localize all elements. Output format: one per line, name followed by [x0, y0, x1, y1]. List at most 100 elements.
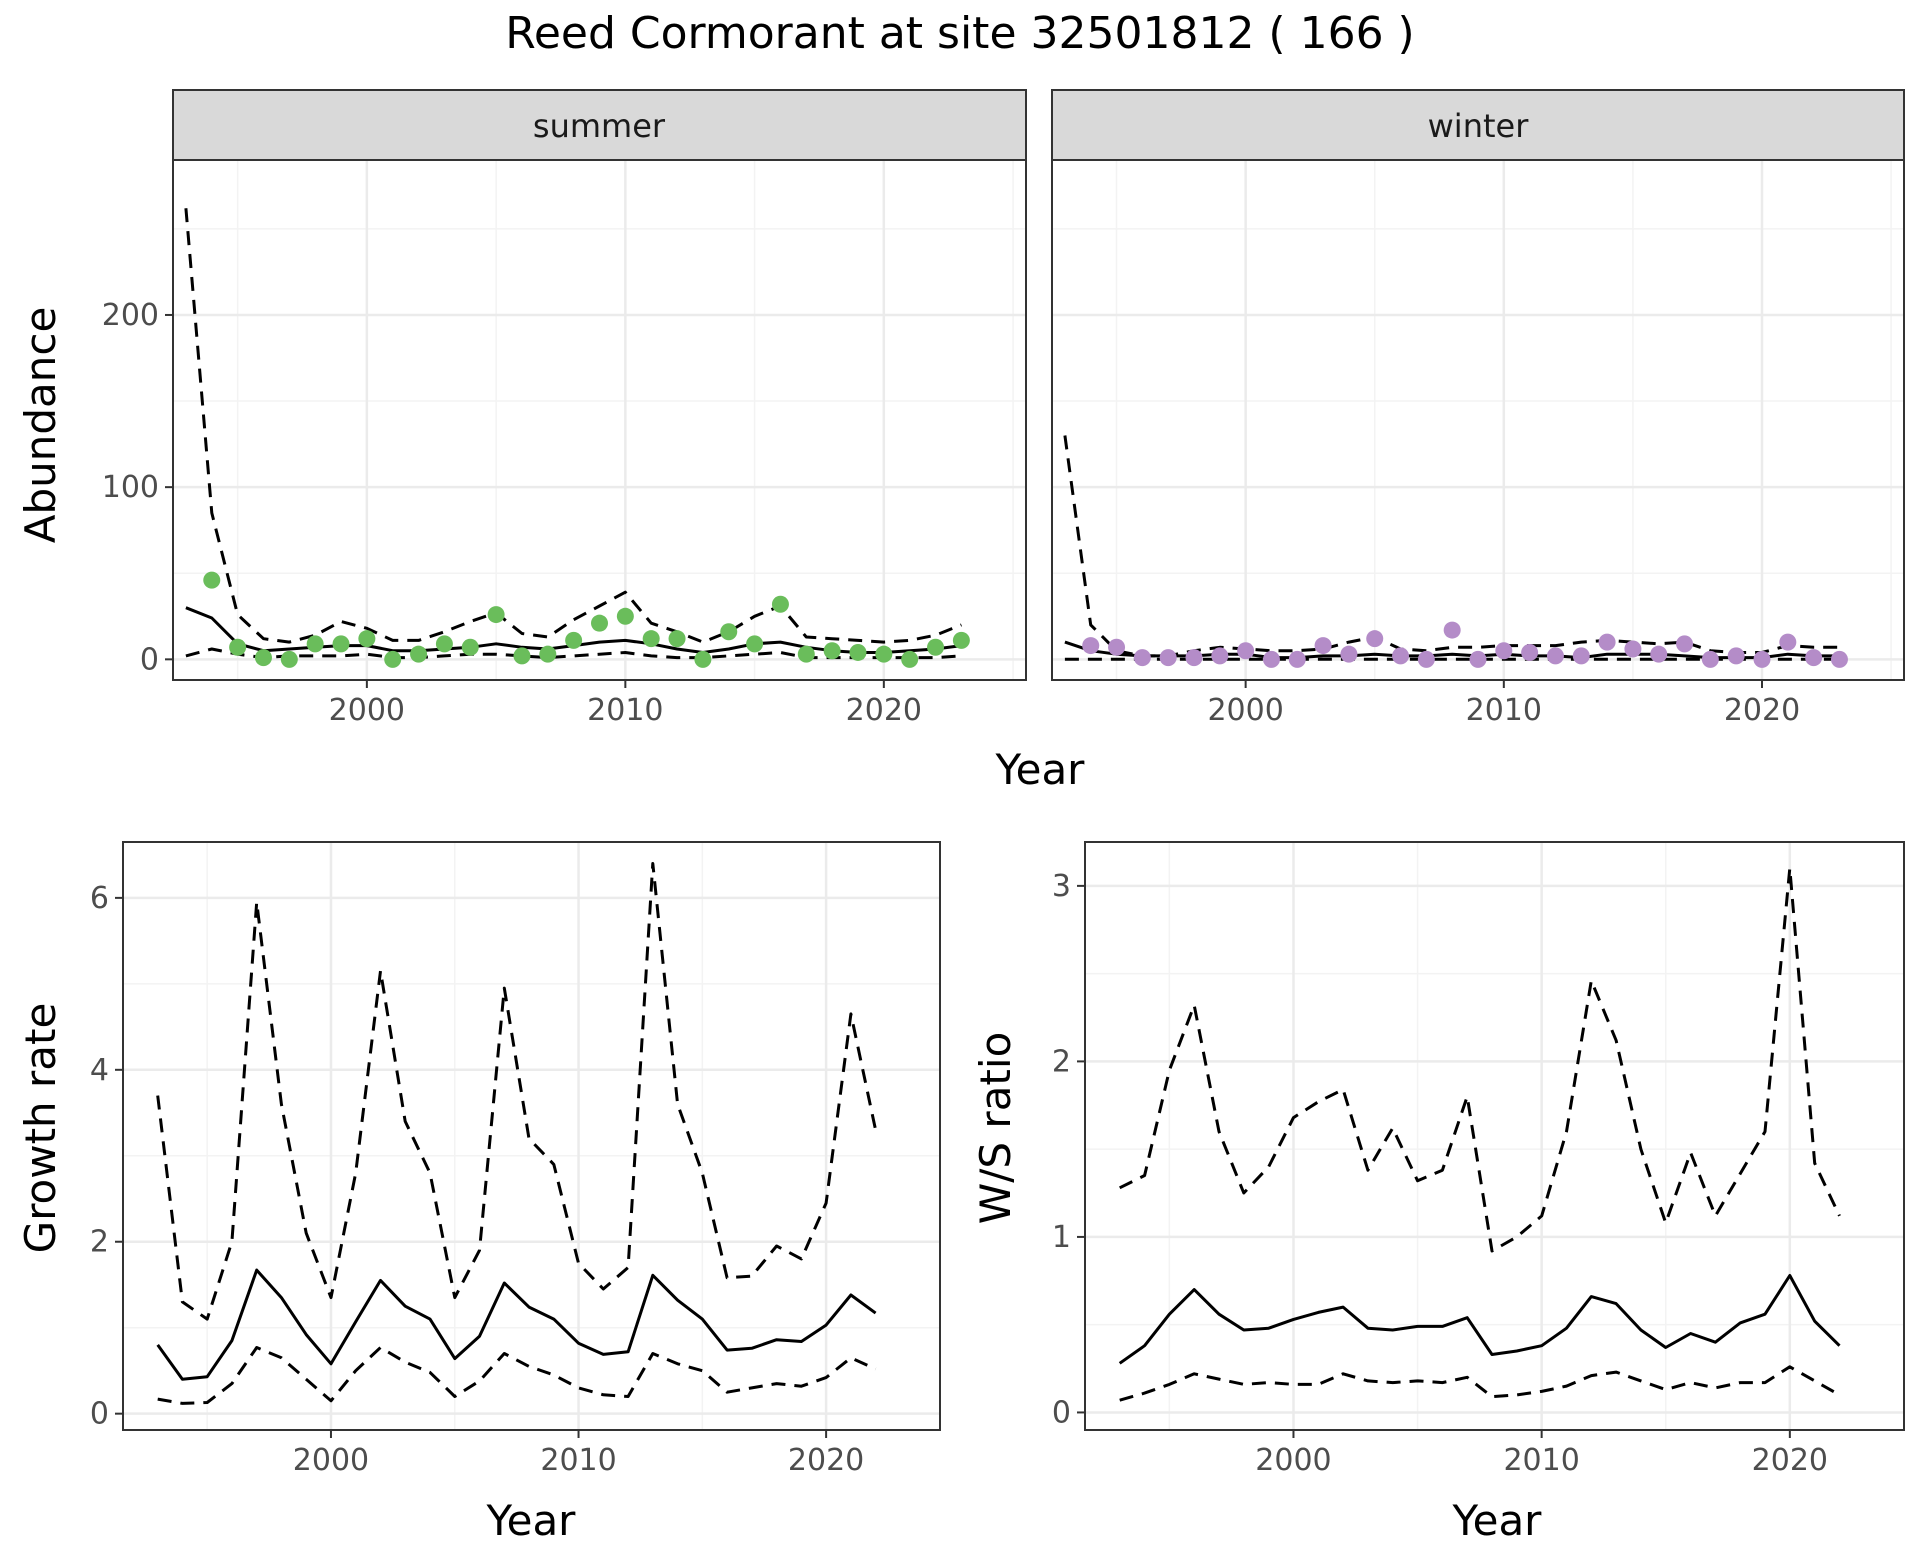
- data-point: [1443, 621, 1461, 639]
- x-axis-title-ratio: Year: [1452, 1496, 1543, 1545]
- y-axis-title-abundance: Abundance: [16, 307, 65, 544]
- data-point: [746, 635, 764, 653]
- data-point: [1211, 647, 1229, 665]
- data-point: [1366, 630, 1384, 648]
- data-point: [927, 638, 945, 656]
- data-point: [461, 638, 479, 656]
- series-mean-line: [156, 1268, 877, 1381]
- strip-label-summer: summer: [533, 107, 666, 145]
- y-tick-label: 0: [90, 1397, 109, 1432]
- data-point: [229, 638, 247, 656]
- series-mean-line: [1118, 1274, 1841, 1365]
- data-point: [849, 643, 867, 661]
- data-point: [1262, 650, 1280, 668]
- panel-border: [122, 841, 941, 1431]
- strip-label-winter: winter: [1428, 107, 1530, 145]
- y-tick-label: 1: [1052, 1220, 1071, 1255]
- data-point: [1469, 650, 1487, 668]
- data-point: [435, 635, 453, 653]
- data-point: [591, 614, 608, 632]
- series-upper-bound-line: [156, 862, 878, 1321]
- data-point: [1650, 645, 1668, 663]
- data-point: [1133, 649, 1151, 667]
- data-point: [952, 631, 970, 649]
- panel-summer: summer 2000 2010 2020 0 100 200: [102, 89, 1027, 728]
- data-point: [1805, 649, 1823, 667]
- x-tick-label: 2010: [587, 693, 663, 728]
- y-tick-label: 6: [90, 881, 109, 916]
- data-point: [1779, 633, 1797, 651]
- x-axis-title-growth: Year: [486, 1496, 577, 1545]
- x-tick-label: 2020: [1752, 1443, 1828, 1478]
- data-point: [1495, 642, 1513, 660]
- data-point: [642, 630, 660, 648]
- x-tick-label: 2020: [788, 1443, 864, 1478]
- data-point: [1392, 647, 1410, 665]
- data-point: [616, 607, 634, 625]
- data-point: [1727, 647, 1745, 665]
- x-tick-label: 2020: [846, 693, 922, 728]
- strip-winter: [1051, 89, 1905, 161]
- data-point: [1598, 633, 1616, 651]
- panel-border: [1084, 841, 1905, 1431]
- y-tick-label: 2: [90, 1225, 109, 1260]
- data-point: [1288, 650, 1306, 668]
- series-upper-bound-line: [1119, 866, 1841, 1253]
- strip-summer: [172, 89, 1027, 161]
- data-point: [694, 650, 712, 668]
- data-point: [539, 645, 557, 663]
- series-lower-bound-line: [1119, 1365, 1841, 1402]
- data-point: [1624, 640, 1642, 658]
- data-point: [1314, 637, 1332, 655]
- data-point: [901, 650, 919, 668]
- y-axis-title-growth-rate: Growth rate: [16, 1003, 65, 1254]
- y-axis-title-ws-ratio: W/S ratio: [971, 1032, 1020, 1225]
- data-point: [875, 645, 893, 663]
- data-point: [1417, 650, 1435, 668]
- y-tick-label: 4: [90, 1053, 109, 1088]
- plot-area-winter: 2000 2010 2020: [1051, 159, 1905, 728]
- y-tick-label: 200: [102, 298, 159, 333]
- data-point: [1082, 637, 1100, 655]
- data-point: [1108, 638, 1126, 656]
- x-tick-label: 2020: [1724, 693, 1800, 728]
- plot-area-growth-rate: 2000 2010 2020 0 2 4 6: [90, 841, 941, 1478]
- plot-area-summer: 2000 2010 2020 0 100 200: [102, 159, 1027, 728]
- data-point: [487, 606, 505, 624]
- data-point: [1701, 650, 1719, 668]
- data-point: [720, 623, 738, 641]
- data-point: [306, 635, 324, 653]
- data-point: [254, 649, 272, 667]
- data-point: [668, 630, 686, 648]
- series-lower-bound-line: [157, 1346, 877, 1405]
- y-tick-label: 2: [1052, 1044, 1071, 1079]
- x-tick-label: 2010: [1466, 693, 1542, 728]
- data-point: [1521, 643, 1539, 661]
- data-point: [1753, 650, 1771, 668]
- plot-area-ws-ratio: 2000 2010 2020 0 1 2 3: [1052, 841, 1905, 1478]
- data-point: [1546, 647, 1564, 665]
- data-point: [1185, 649, 1203, 667]
- y-tick-label: 3: [1052, 869, 1071, 904]
- x-axis-title-top: Year: [995, 745, 1086, 794]
- panel-border: [1051, 159, 1905, 681]
- x-tick-label: 2000: [1255, 1443, 1331, 1478]
- data-point: [410, 645, 428, 663]
- y-tick-label: 100: [102, 470, 159, 505]
- data-point: [332, 635, 350, 653]
- data-point: [384, 650, 402, 668]
- data-point: [1572, 647, 1590, 665]
- x-tick-label: 2000: [329, 693, 405, 728]
- data-point: [823, 642, 841, 660]
- x-tick-label: 2010: [540, 1443, 616, 1478]
- data-point: [797, 645, 815, 663]
- data-point: [1340, 645, 1358, 663]
- data-point: [358, 630, 376, 648]
- x-tick-label: 2000: [293, 1443, 369, 1478]
- panel-border: [172, 159, 1027, 681]
- data-point: [1830, 650, 1848, 668]
- data-point: [280, 650, 298, 668]
- data-point: [1159, 649, 1177, 667]
